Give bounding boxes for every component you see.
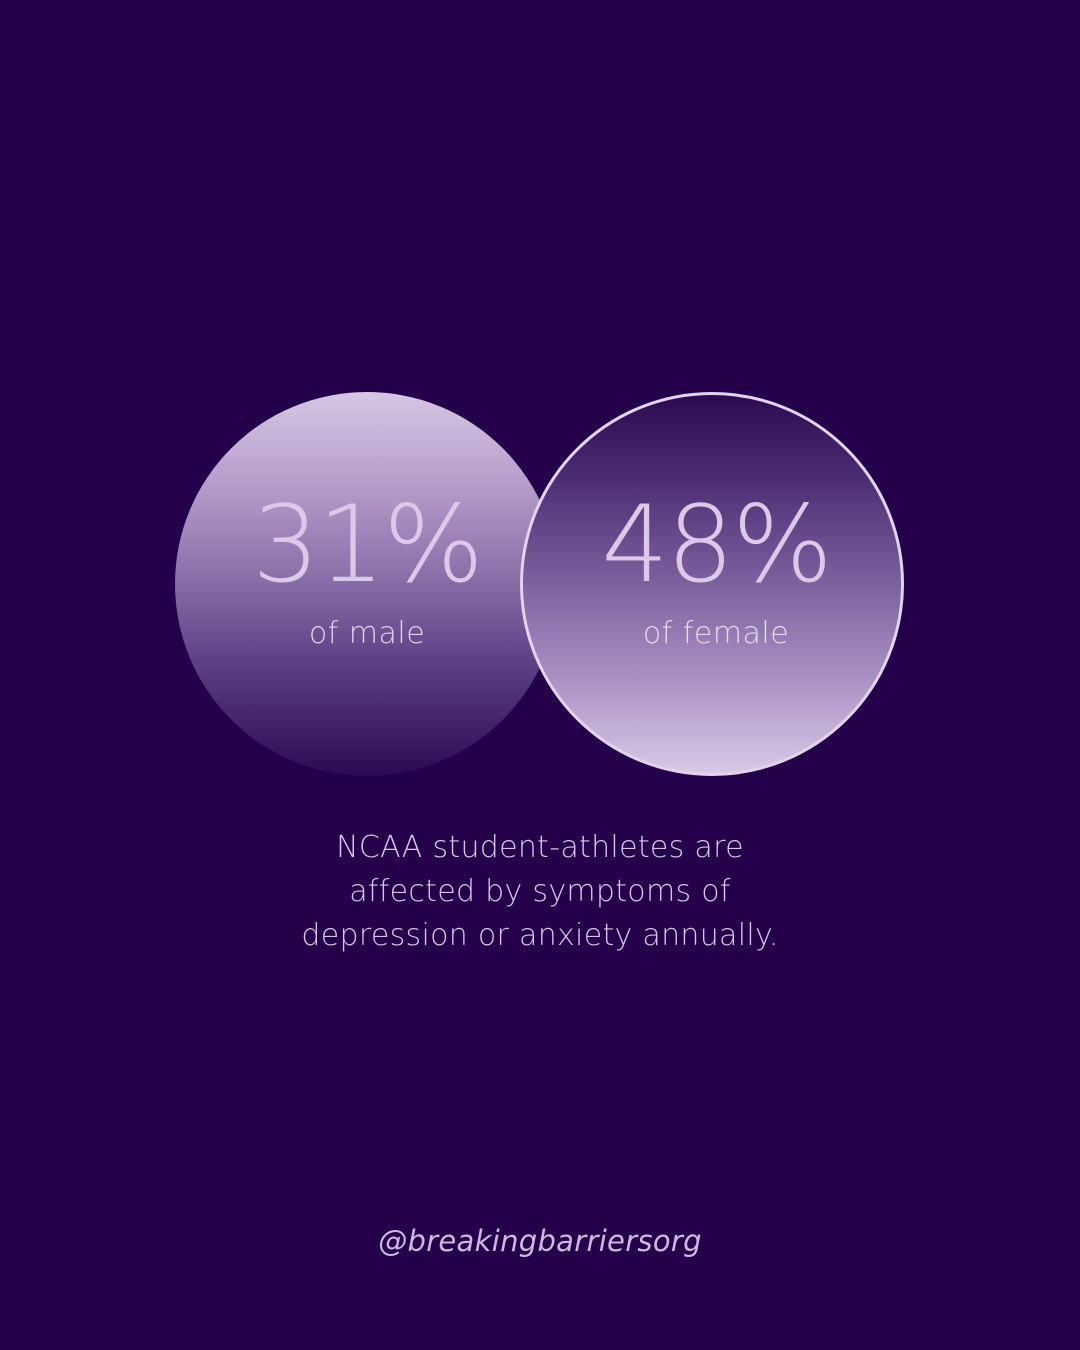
male-percentage: 31% — [252, 483, 484, 606]
male-label: of male — [308, 616, 426, 651]
female-stat-circle — [520, 392, 904, 776]
female-label: of female — [642, 616, 790, 651]
female-stat: 48% of female — [524, 483, 908, 652]
female-percentage: 48% — [601, 483, 833, 606]
social-handle: @breakingbarriersorg — [378, 1224, 702, 1258]
description-text: NCAA student-athletes are affected by sy… — [190, 826, 890, 958]
caption-line-3: depression or anxiety annually. — [301, 918, 779, 953]
male-stat-circle — [175, 392, 559, 776]
caption-line-1: NCAA student-athletes are — [336, 830, 744, 865]
caption-line-2: affected by symptoms of — [349, 874, 731, 909]
male-stat: 31% of male — [175, 483, 559, 652]
